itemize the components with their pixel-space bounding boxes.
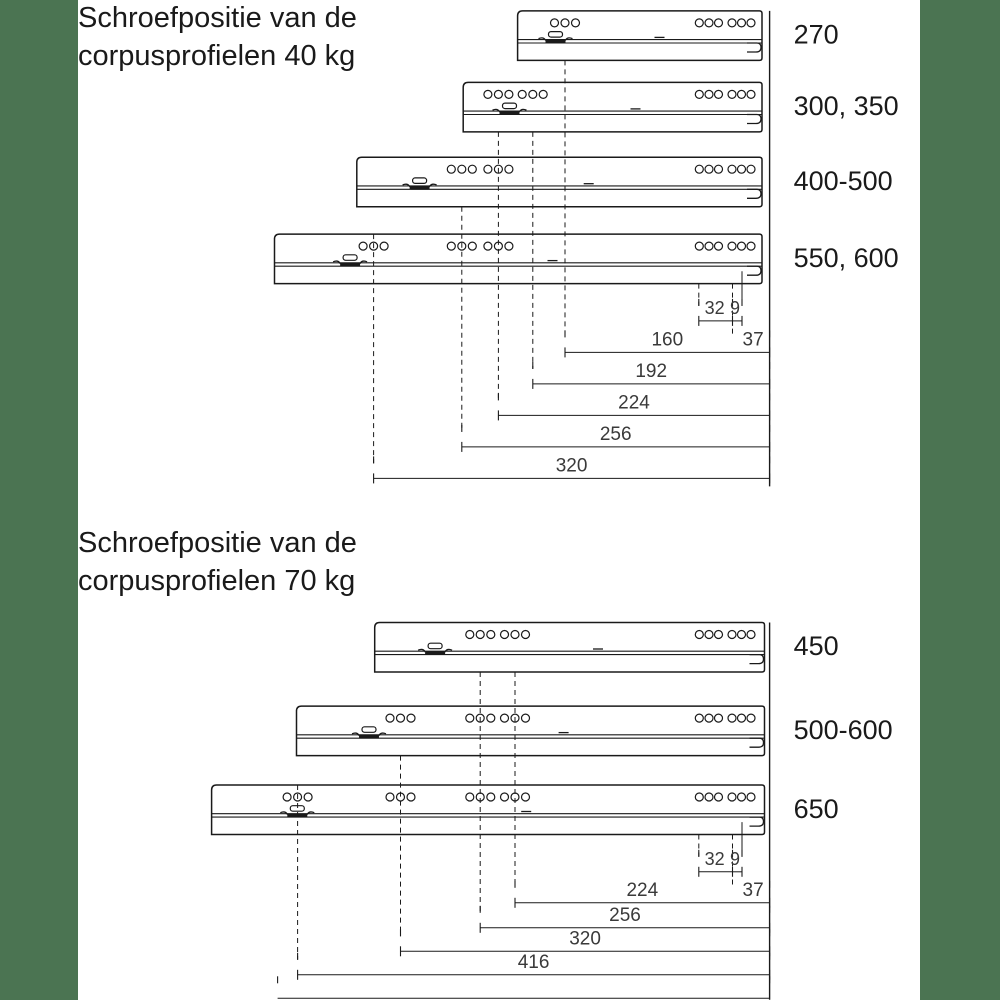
svg-text:224: 224 bbox=[626, 880, 658, 901]
svg-text:500-600: 500-600 bbox=[794, 715, 893, 745]
svg-text:37: 37 bbox=[743, 880, 764, 901]
svg-text:160: 160 bbox=[651, 329, 683, 350]
svg-text:320: 320 bbox=[556, 455, 588, 476]
svg-text:192: 192 bbox=[635, 361, 667, 382]
svg-text:9: 9 bbox=[730, 849, 740, 869]
svg-text:450: 450 bbox=[794, 631, 839, 661]
svg-text:32: 32 bbox=[705, 298, 725, 318]
svg-text:9: 9 bbox=[730, 298, 740, 318]
svg-text:650: 650 bbox=[794, 794, 839, 824]
svg-text:300, 350: 300, 350 bbox=[794, 91, 899, 121]
svg-text:416: 416 bbox=[518, 952, 550, 973]
svg-text:37: 37 bbox=[743, 329, 764, 350]
svg-text:400-500: 400-500 bbox=[794, 166, 893, 196]
svg-text:550, 600: 550, 600 bbox=[794, 243, 899, 273]
svg-text:270: 270 bbox=[794, 20, 839, 50]
svg-text:320: 320 bbox=[569, 928, 601, 949]
svg-text:256: 256 bbox=[609, 905, 641, 926]
svg-text:224: 224 bbox=[618, 392, 650, 413]
svg-text:256: 256 bbox=[600, 424, 632, 445]
svg-text:32: 32 bbox=[705, 849, 725, 869]
